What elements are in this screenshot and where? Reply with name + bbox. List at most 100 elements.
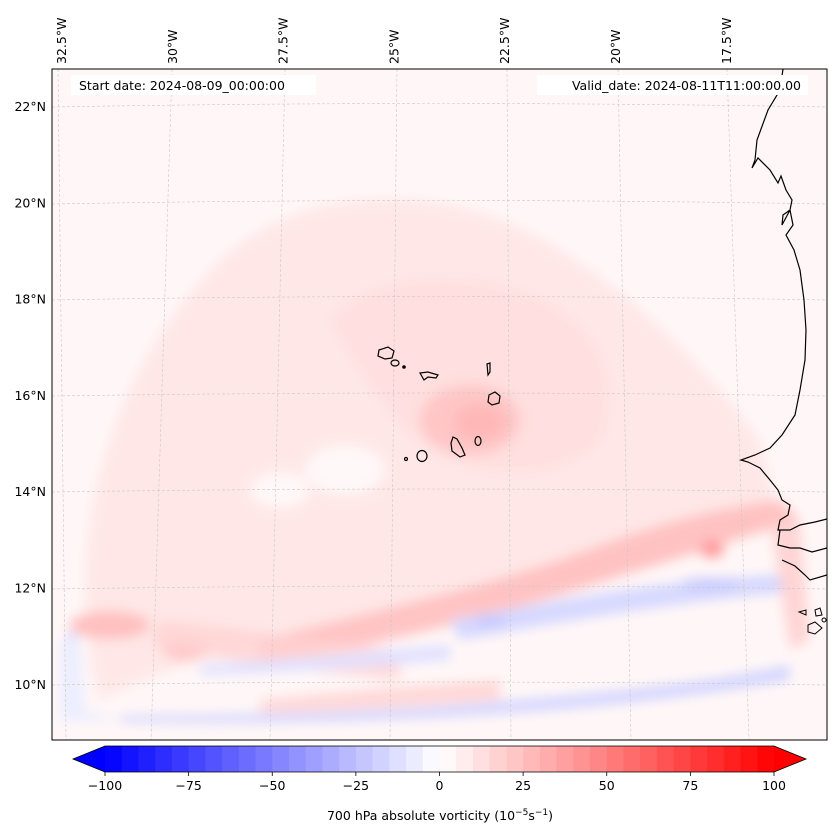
- colorbar-tick-label: 100: [762, 778, 786, 793]
- colorbar-segment: [606, 746, 625, 772]
- colorbar-label-unit: s: [528, 808, 535, 823]
- colorbar-segment: [188, 746, 206, 772]
- colorbar-tick-label: 25: [515, 778, 531, 793]
- colorbar-segment: [288, 746, 307, 772]
- island-sao-nicolau: [419, 371, 439, 381]
- latitude-label: 22°N: [14, 99, 46, 114]
- start-date-text: Start date: 2024-08-09_00:00:00: [79, 78, 285, 93]
- colorbar-label-suffix: ): [548, 808, 553, 823]
- coastline: [739, 69, 827, 581]
- colorbar-tick-label: 50: [599, 778, 615, 793]
- valid-date-annotation: Valid_date: 2024-08-11T11:00:00.00: [537, 75, 808, 95]
- longitude-label: 27.5°W: [276, 18, 291, 64]
- negative-core: [680, 578, 740, 590]
- colorbar-segment: [105, 746, 123, 772]
- map-panel: Start date: 2024-08-09_00:00:00 Valid_da…: [51, 68, 828, 741]
- latitude-label: 12°N: [14, 581, 46, 596]
- colorbar-segment: [389, 746, 407, 772]
- latitude-label: 10°N: [14, 677, 46, 692]
- vorticity-maximum: [700, 540, 724, 558]
- colorbar-segment: [590, 746, 608, 772]
- colorbar-segment: [740, 746, 758, 772]
- colorbar-segment: [322, 746, 340, 772]
- valid-date-text: Valid_date: 2024-08-11T11:00:00.00: [572, 78, 801, 93]
- colorbar-label-prefix: 700 hPa absolute vorticity (10: [327, 808, 515, 823]
- colorbar-tick-label: −50: [259, 778, 285, 793]
- western-negative-edge: [60, 640, 120, 722]
- colorbar-segment: [623, 746, 641, 772]
- latitude-label: 18°N: [14, 292, 46, 307]
- longitude-label: 20°W: [608, 29, 623, 64]
- inner-swirl: [330, 279, 608, 472]
- longitude-label: 32.5°W: [54, 18, 69, 64]
- island-sal: [486, 362, 491, 377]
- southern-negative-band: [120, 665, 790, 723]
- colorbar-segment: [355, 746, 374, 772]
- colorbar-segment: [523, 746, 541, 772]
- latitude-label: 16°N: [14, 388, 46, 403]
- coastal-positive: [770, 520, 810, 650]
- colorbar-segment: [472, 746, 491, 772]
- colorbar-segment: [573, 746, 591, 772]
- island-boa-vista: [487, 391, 501, 406]
- positive-band-lower: [260, 680, 500, 712]
- longitude-label: 25°W: [386, 29, 401, 64]
- colorbar-segment: [339, 746, 357, 772]
- colorbar-label: 700 hPa absolute vorticity (10−5s−1): [327, 808, 553, 823]
- colorbar-segment: [556, 746, 574, 772]
- colorbar-segment: [506, 746, 524, 772]
- colorbar-segment: [138, 746, 156, 772]
- bijagos-islands: [797, 607, 827, 635]
- low-vorticity-patch: [305, 445, 385, 495]
- negative-band: [450, 575, 790, 640]
- colorbar: −100 −75 −50 −25 0 25 50 75 100: [71, 745, 808, 793]
- longitude-label: 22.5°W: [497, 18, 512, 64]
- vorticity-field: Start date: 2024-08-09_00:00:00 Valid_da…: [52, 69, 827, 740]
- colorbar-segment: [489, 746, 507, 772]
- colorbar-segment: [372, 746, 390, 772]
- colorbar-label-exponent: −1: [535, 808, 548, 818]
- colorbar-segment: [723, 746, 742, 772]
- negative-band: [200, 645, 450, 675]
- colorbar-segment: [155, 746, 173, 772]
- colorbar-segment: [539, 746, 558, 772]
- colorbar-segment: [222, 746, 240, 772]
- island-brava: [403, 456, 409, 462]
- colorbar-segment: [456, 746, 474, 772]
- positive-band: [260, 500, 800, 660]
- colorbar-segment: [690, 746, 708, 772]
- africa-coast: [739, 69, 827, 531]
- colorbar-segment: [673, 746, 691, 772]
- colorbar-segment: [406, 746, 424, 772]
- negative-core: [474, 616, 506, 626]
- graticule: [52, 69, 827, 740]
- longitude-label: 30°W: [165, 29, 180, 64]
- africa-coast-south: [777, 529, 827, 581]
- colorbar-segment: [121, 746, 140, 772]
- colorbar-tick-label: −100: [88, 778, 122, 793]
- map-frame: [51, 68, 828, 741]
- island-maio: [474, 435, 482, 447]
- colorbar-segment: [757, 746, 775, 772]
- island-santiago: [450, 436, 466, 458]
- latitude-labels: 22°N 20°N 18°N 16°N 14°N 12°N 10°N: [14, 99, 46, 692]
- colorbar-segment: [272, 746, 290, 772]
- colorbar-tick-label: −25: [343, 778, 369, 793]
- colorbar-extend-high: [774, 746, 806, 772]
- colorbar-segment: [255, 746, 273, 772]
- western-positive-patch: [70, 611, 150, 639]
- low-vorticity-patch: [250, 472, 310, 508]
- colorbar-tick-label: −75: [175, 778, 201, 793]
- cape-verde-islands: [377, 346, 501, 463]
- colorbar-segment: [640, 746, 658, 772]
- longitude-labels: 32.5°W 30°W 27.5°W 25°W 22.5°W 20°W 17.5°W: [54, 18, 734, 64]
- longitude-label: 17.5°W: [719, 18, 734, 64]
- start-date-annotation: Start date: 2024-08-09_00:00:00: [71, 75, 316, 95]
- colorbar-segment: [656, 746, 675, 772]
- colorbar-extend-low: [73, 746, 105, 772]
- island-fogo: [416, 449, 428, 463]
- colorbar-segment: [439, 746, 457, 772]
- vortex-center: [454, 404, 506, 440]
- latitude-label: 20°N: [14, 195, 46, 210]
